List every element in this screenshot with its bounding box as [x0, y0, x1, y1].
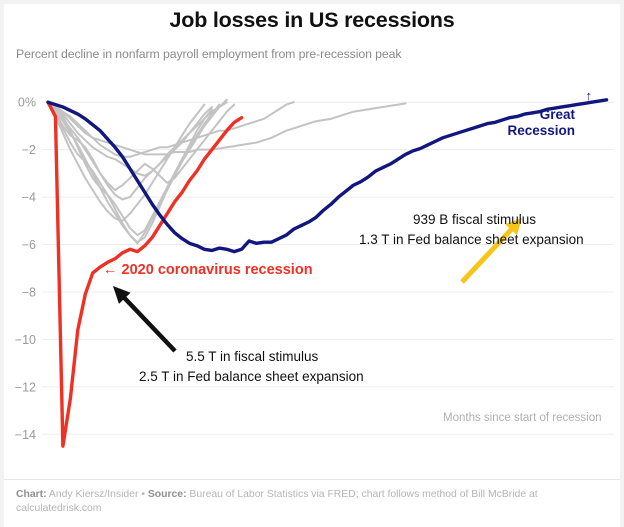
x-tick-label: 60 [488, 469, 502, 470]
y-axis-tick-labels: 0% −2 −4 −6 −8 −10 −12 −14 [15, 96, 36, 442]
series-line [47, 101, 236, 191]
gridlines-group [42, 101, 614, 435]
footer-chart-label: Chart: [16, 489, 47, 500]
footer-source-label: Source: [144, 489, 187, 500]
great-recession-stimulus-line2: 1.3 T in Fed balance sheet expansion [359, 232, 584, 247]
page-subtitle: Percent decline in nonfarm payroll emplo… [16, 47, 402, 61]
y-tick-label: −4 [22, 191, 36, 205]
coronavirus-label: ← 2020 coronavirus recession [103, 262, 313, 278]
series-line [46, 98, 609, 254]
yellow-annotation-arrow-head [505, 218, 522, 236]
x-tick-label: 10 [116, 469, 130, 470]
y-tick-label: −6 [22, 238, 36, 252]
page-title: Job losses in US recessions [169, 8, 455, 32]
yellow-annotation-arrow-shaft [460, 226, 515, 284]
series-line [47, 101, 213, 245]
black-annotation-arrow-head [113, 286, 131, 304]
x-tick-label: 40 [339, 469, 353, 470]
footer-divider [4, 479, 620, 480]
y-tick-label: −12 [15, 380, 36, 394]
x-tick-label: 0 [45, 469, 52, 470]
y-tick-label: −14 [15, 428, 36, 442]
series-line [47, 101, 228, 177]
footer-chart-credit: Andy Kiersz/Insider [46, 489, 142, 500]
highlighted-recession-lines [46, 98, 609, 448]
y-tick-label: −2 [22, 143, 36, 157]
frame-top-border [0, 0, 624, 4]
great-recession-label-line1: Great [540, 107, 576, 122]
frame-left-border [0, 0, 4, 527]
coronavirus-stimulus-line1: 5.5 T in fiscal stimulus [186, 349, 319, 364]
great-recession-label-line2: Recession [507, 123, 575, 138]
y-tick-label: 0% [18, 96, 36, 110]
x-axis-caption: Months since start of recession [443, 412, 602, 424]
x-tick-label: 50 [413, 469, 427, 470]
x-tick-label: 70 [562, 469, 576, 470]
black-annotation-arrow-shaft [121, 295, 177, 353]
great-recession-stimulus-line1: 939 B fiscal stimulus [413, 212, 536, 227]
chart-canvas: 0% −2 −4 −6 −8 −10 −12 −14 0 10 20 30 40 50 60 70 ← 20… [15, 88, 614, 470]
series-line [47, 101, 407, 156]
x-tick-label: 30 [264, 469, 278, 470]
series-line [47, 101, 213, 201]
prior-recessions-lines [47, 98, 407, 245]
chart-source-footer: Chart: Andy Kiersz/Insider • Source: Bur… [16, 488, 612, 516]
y-tick-label: −8 [22, 285, 36, 299]
annotation-arrows [113, 218, 522, 353]
footer-source-credit: Bureau of Labor Statistics via FRED; cha… [16, 489, 538, 514]
annotation-labels: ← 2020 coronavirus recession GreatRecessi… [103, 88, 602, 424]
great-recession-arrow-glyph: ↑ [586, 88, 593, 103]
coronavirus-stimulus-line2: 2.5 T in Fed balance sheet expansion [139, 369, 364, 384]
x-axis-tick-labels: 0 10 20 30 40 50 60 70 [45, 469, 577, 470]
frame-right-border [620, 0, 624, 527]
x-tick-label: 20 [190, 469, 204, 470]
series-line [47, 101, 206, 222]
y-tick-label: −10 [15, 333, 36, 347]
footer-bullet: • [141, 489, 145, 500]
series-line [46, 100, 244, 448]
